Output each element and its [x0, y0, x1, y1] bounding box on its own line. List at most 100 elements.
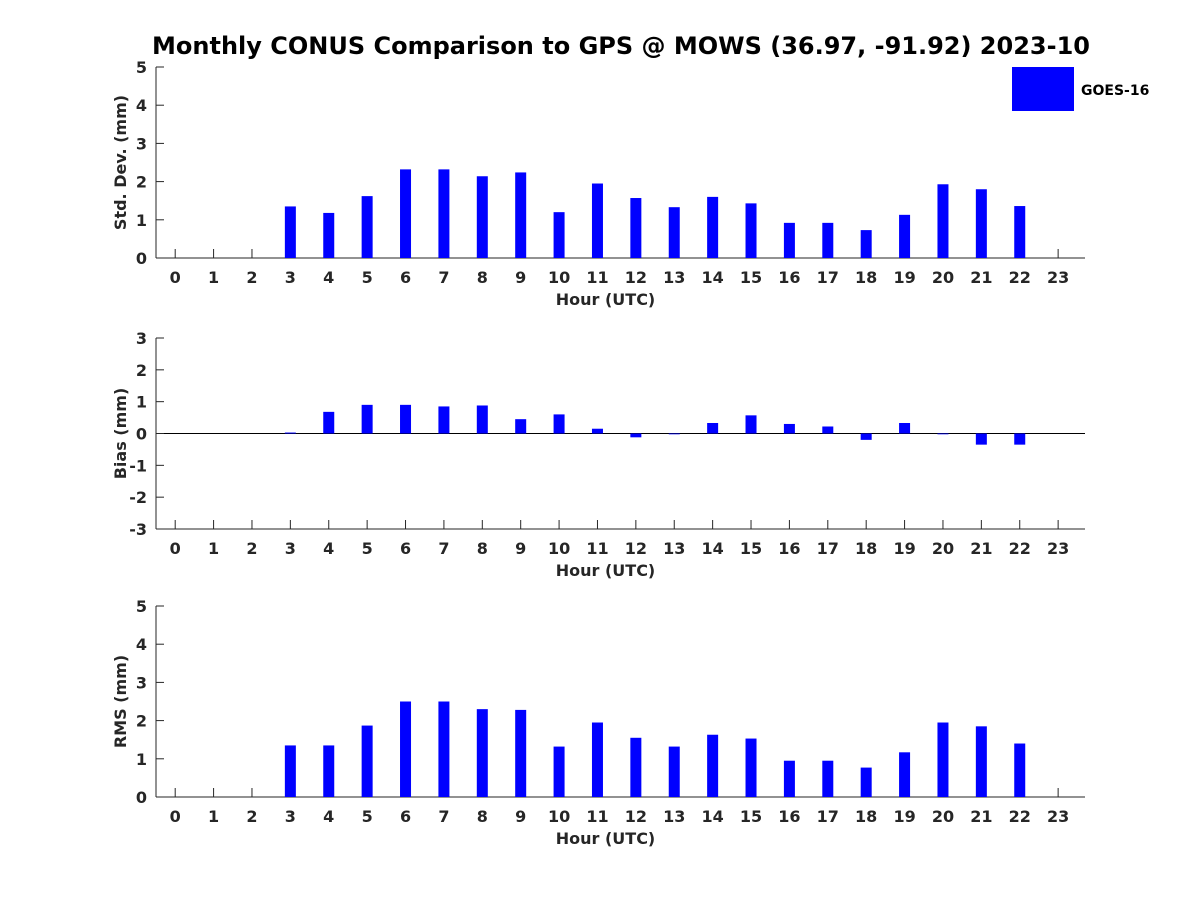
- bar-hour-22: [1014, 743, 1026, 797]
- y-tick-label: 2: [136, 712, 147, 731]
- bar-hour-7: [438, 701, 450, 797]
- bar-hour-5: [361, 196, 373, 258]
- x-tick-label: 4: [323, 807, 334, 826]
- x-axis-label: Hour (UTC): [556, 829, 656, 848]
- x-tick-label: 16: [778, 268, 800, 287]
- y-tick-label: 3: [136, 673, 147, 692]
- bar-hour-6: [400, 169, 412, 258]
- x-tick-label: 23: [1047, 268, 1069, 287]
- chart-title: Monthly CONUS Comparison to GPS @ MOWS (…: [152, 32, 1090, 60]
- bar-hour-15: [745, 203, 757, 258]
- y-tick-label: -2: [129, 488, 147, 507]
- x-tick-label: 9: [515, 539, 526, 558]
- x-tick-label: 23: [1047, 539, 1069, 558]
- bar-hour-21: [975, 433, 987, 445]
- x-tick-label: 17: [817, 539, 839, 558]
- x-tick-label: 15: [740, 268, 762, 287]
- y-tick-label: 3: [136, 329, 147, 348]
- x-tick-label: 18: [855, 539, 877, 558]
- bar-hour-14: [707, 196, 719, 258]
- bar-hour-5: [361, 725, 373, 797]
- x-tick-label: 20: [932, 539, 954, 558]
- x-tick-label: 10: [548, 268, 570, 287]
- x-tick-label: 4: [323, 268, 334, 287]
- bar-hour-9: [515, 709, 527, 797]
- bar-hour-4: [323, 411, 335, 434]
- y-tick-label: 4: [136, 635, 147, 654]
- y-tick-label: 2: [136, 361, 147, 380]
- x-tick-label: 10: [548, 539, 570, 558]
- bar-hour-20: [937, 722, 949, 797]
- legend: GOES-16: [1012, 67, 1149, 111]
- x-tick-label: 5: [362, 268, 373, 287]
- legend-label: GOES-16: [1081, 83, 1149, 99]
- bar-hour-13: [668, 746, 680, 797]
- bar-hour-17: [822, 426, 834, 434]
- bar-hour-19: [899, 422, 911, 434]
- bar-hour-22: [1014, 433, 1026, 445]
- legend-swatch: [1012, 67, 1074, 111]
- x-tick-label: 19: [893, 268, 915, 287]
- bar-hour-5: [361, 404, 373, 434]
- bar-hour-20: [937, 184, 949, 258]
- x-tick-label: 6: [400, 268, 411, 287]
- x-tick-label: 0: [170, 807, 181, 826]
- x-tick-label: 23: [1047, 807, 1069, 826]
- y-tick-label: 5: [136, 597, 147, 616]
- bar-hour-15: [745, 738, 757, 797]
- x-tick-label: 7: [438, 268, 449, 287]
- bar-hour-9: [515, 419, 527, 434]
- bar-hour-18: [860, 767, 872, 797]
- bar-hour-11: [591, 428, 603, 434]
- y-tick-label: 5: [136, 58, 147, 77]
- y-axis-label: Bias (mm): [111, 388, 130, 480]
- bar-hour-10: [553, 414, 565, 434]
- y-tick-label: 1: [136, 393, 147, 412]
- x-tick-label: 21: [970, 807, 992, 826]
- y-tick-label: 1: [136, 211, 147, 230]
- x-tick-label: 17: [817, 807, 839, 826]
- x-tick-label: 22: [1009, 807, 1031, 826]
- x-tick-label: 0: [170, 539, 181, 558]
- x-tick-label: 14: [701, 807, 723, 826]
- bar-hour-12: [630, 198, 642, 258]
- x-tick-label: 19: [893, 807, 915, 826]
- y-tick-label: 2: [136, 173, 147, 192]
- bar-hour-10: [553, 212, 565, 258]
- bar-hour-21: [975, 189, 987, 258]
- bar-hour-8: [476, 405, 488, 434]
- bar-hour-18: [860, 433, 872, 440]
- x-tick-label: 5: [362, 539, 373, 558]
- y-tick-label: 0: [136, 249, 147, 268]
- x-tick-label: 20: [932, 268, 954, 287]
- bar-hour-21: [975, 726, 987, 797]
- bar-hour-13: [668, 207, 680, 258]
- x-tick-label: 13: [663, 539, 685, 558]
- bar-hour-19: [899, 752, 911, 797]
- x-tick-label: 5: [362, 807, 373, 826]
- bar-hour-9: [515, 172, 527, 258]
- x-axis-label: Hour (UTC): [556, 290, 656, 309]
- bar-hour-11: [591, 183, 603, 258]
- x-tick-label: 12: [625, 539, 647, 558]
- bar-hour-22: [1014, 206, 1026, 258]
- x-tick-label: 1: [208, 539, 219, 558]
- x-tick-label: 6: [400, 807, 411, 826]
- bar-hour-10: [553, 746, 565, 797]
- x-tick-label: 2: [246, 268, 257, 287]
- x-tick-label: 0: [170, 268, 181, 287]
- x-tick-label: 14: [701, 268, 723, 287]
- x-tick-label: 8: [477, 807, 488, 826]
- bar-hour-19: [899, 214, 911, 258]
- x-tick-label: 1: [208, 807, 219, 826]
- bar-hour-6: [400, 701, 412, 797]
- x-tick-label: 12: [625, 268, 647, 287]
- bar-hour-16: [783, 760, 795, 797]
- bar-hour-20: [937, 433, 949, 435]
- x-tick-label: 21: [970, 268, 992, 287]
- bar-hour-3: [284, 206, 296, 258]
- x-tick-label: 12: [625, 807, 647, 826]
